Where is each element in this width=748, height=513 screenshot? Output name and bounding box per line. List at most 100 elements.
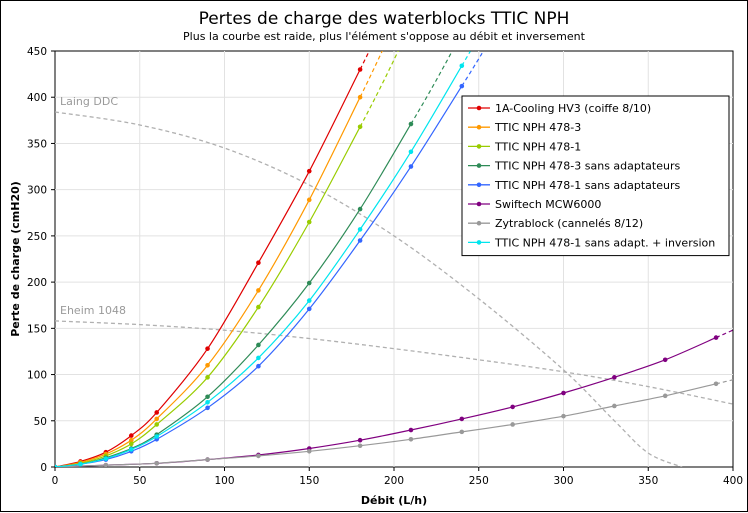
y-tick-label: 450 (27, 46, 47, 58)
data-point (128, 433, 134, 438)
x-tick-label: 300 (553, 475, 573, 487)
series-line (55, 96, 361, 467)
data-point (103, 462, 109, 467)
legend-swatch-marker (476, 240, 482, 245)
x-tick-label: 400 (723, 475, 743, 487)
y-tick-label: 150 (27, 323, 47, 335)
data-point (306, 168, 312, 174)
axes: 0 50 100 150 200 250 300 350 400 0 50 100 150 200 250 3… (27, 46, 743, 487)
data-point (357, 238, 363, 243)
data-point (256, 260, 261, 265)
series-7 (55, 51, 471, 467)
data-point (256, 355, 261, 361)
pump-curves: Laing DDC Eheim 1048 (55, 95, 733, 467)
data-point (103, 456, 109, 461)
data-point (357, 227, 363, 232)
legend-entry-label: Zytrablock (cannelés 8/12) (495, 217, 643, 230)
legend-swatch-marker (476, 220, 482, 226)
data-point (612, 403, 617, 409)
data-point (357, 443, 363, 449)
data-point (205, 457, 210, 462)
legend-entry-label: TTIC NPH 478-3 sans adaptateurs (494, 160, 681, 173)
data-point (256, 288, 261, 293)
legend-entry-label: 1A-Cooling HV3 (coiffe 8/10) (495, 102, 651, 115)
data-point (510, 422, 515, 427)
series-extrapolation (410, 51, 453, 125)
data-point (459, 429, 465, 435)
legend-swatch-marker (476, 163, 482, 168)
data-point (256, 453, 261, 459)
y-tick-label: 400 (27, 92, 47, 104)
data-point (357, 437, 363, 443)
data-point (205, 375, 210, 380)
series-line (55, 85, 463, 467)
data-point (662, 357, 668, 363)
data-point (357, 67, 363, 72)
data-point (408, 149, 414, 155)
pump-curve-label: Eheim 1048 (60, 304, 126, 317)
x-tick-label: 50 (133, 475, 146, 487)
x-tick-label: 350 (638, 475, 658, 487)
data-point (306, 219, 312, 225)
data-point (128, 447, 134, 452)
data-point (561, 413, 566, 419)
data-point (256, 304, 261, 310)
legend-swatch-marker (476, 182, 482, 188)
data-point (128, 441, 134, 447)
legend-entry-label: TTIC NPH 478-1 sans adapt. + inversion (494, 236, 715, 249)
data-point (357, 94, 363, 100)
data-point (459, 83, 465, 89)
series-4 (55, 52, 483, 467)
data-point (306, 298, 312, 303)
data-point (408, 121, 414, 127)
data-point (408, 427, 414, 433)
data-point (205, 394, 210, 400)
data-point (408, 436, 414, 442)
series-6 (55, 379, 733, 467)
x-tick-label: 100 (214, 475, 234, 487)
data-point (357, 124, 363, 130)
series-extrapolation (715, 329, 733, 339)
chart-title: Pertes de charge des waterblocks TTIC NP… (199, 9, 570, 29)
data-point (408, 164, 414, 169)
y-tick-label: 0 (40, 462, 47, 474)
data-point (713, 381, 719, 387)
data-point (662, 393, 668, 399)
legend-swatch-marker (476, 105, 482, 111)
data-point (205, 363, 210, 368)
y-tick-label: 250 (27, 231, 47, 243)
legend-swatch-marker (476, 201, 482, 207)
x-tick-label: 150 (299, 475, 319, 487)
series-extrapolation (461, 51, 471, 67)
data-point (78, 461, 83, 467)
x-tick-label: 200 (384, 475, 404, 487)
series-extrapolation (715, 379, 733, 385)
data-point (459, 416, 465, 422)
series-layer (55, 51, 733, 467)
data-point (306, 280, 312, 286)
data-point (154, 410, 159, 415)
pump-curve-label: Laing DDC (60, 95, 118, 108)
x-tick-label: 250 (469, 475, 489, 487)
data-point (306, 448, 312, 454)
data-point (154, 422, 159, 427)
y-tick-label: 350 (27, 138, 47, 150)
data-point (612, 375, 617, 380)
grid (55, 51, 733, 467)
series-extrapolation (359, 51, 383, 98)
legend: 1A-Cooling HV3 (coiffe 8/10) TTIC NPH 478… (461, 95, 730, 257)
series-line (55, 69, 361, 467)
legend-entry-label: TTIC NPH 478-1 (494, 140, 581, 153)
data-point (154, 416, 159, 422)
data-point (306, 197, 312, 203)
y-tick-label: 200 (27, 277, 47, 289)
y-tick-label: 300 (27, 185, 47, 197)
data-point (55, 464, 58, 467)
legend-swatch-marker (476, 124, 482, 130)
data-point (128, 437, 134, 443)
data-point (561, 390, 566, 396)
data-point (306, 306, 312, 312)
legend-entry-label: Swiftech MCW6000 (495, 198, 601, 211)
